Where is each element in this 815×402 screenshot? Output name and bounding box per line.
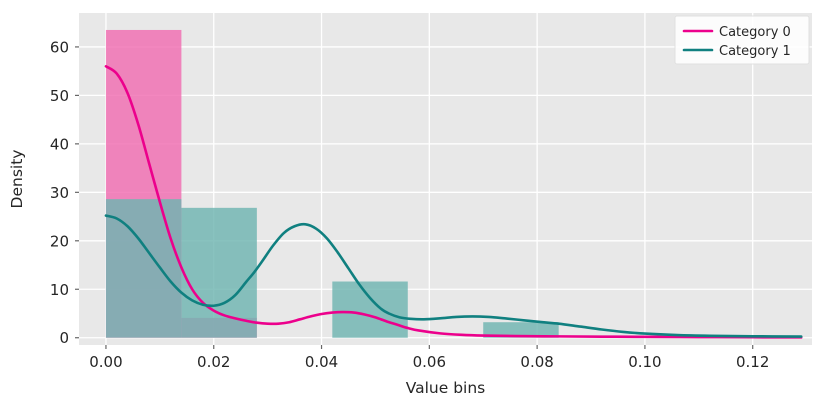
y-axis-title: Density: [8, 150, 26, 209]
chart-legend[interactable]: Category 0 Category 1: [674, 15, 810, 65]
kde-curve-category-0: [104, 65, 803, 339]
x-tick-label: 0.02: [197, 353, 230, 371]
legend-label-category-0: Category 0: [719, 25, 791, 40]
legend-label-category-1: Category 1: [719, 44, 791, 59]
x-tick-label: 0.08: [520, 353, 553, 371]
histogram-bar: [105, 199, 182, 338]
y-tick-label: 20: [50, 232, 69, 250]
x-tick-label: 0.12: [736, 353, 769, 371]
y-tick-label: 50: [50, 87, 69, 105]
y-tick-label: 60: [50, 38, 69, 56]
histogram-bars-category-1: [105, 199, 559, 338]
y-tick-label: 30: [50, 184, 69, 202]
y-tick-label: 10: [50, 281, 69, 299]
x-tick-label: 0.04: [305, 353, 338, 371]
kde-curve-category-1: [104, 214, 803, 338]
x-tick-label: 0.10: [628, 353, 661, 371]
histogram-bar: [181, 207, 257, 338]
y-tick-label: 40: [50, 135, 69, 153]
y-tick-label: 0: [59, 329, 69, 347]
histogram-bar: [483, 322, 559, 338]
x-tick-label: 0.06: [413, 353, 446, 371]
y-axis-ticks: 0 10 20 30 40 50 60: [50, 38, 79, 347]
legend-box: [674, 15, 810, 65]
x-tick-label: 0.00: [89, 353, 122, 371]
x-axis-ticks: 0.00 0.02 0.04 0.06 0.08 0.10 0.12: [89, 345, 769, 371]
x-axis-title: Value bins: [406, 379, 486, 397]
histogram-bar: [332, 281, 408, 338]
